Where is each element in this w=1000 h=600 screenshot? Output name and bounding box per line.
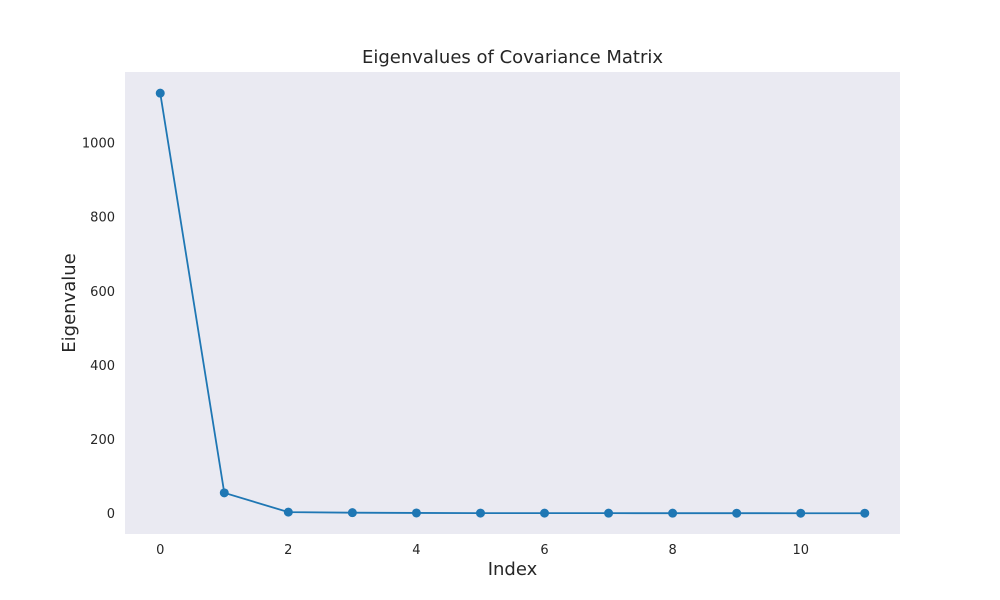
series-points (155, 88, 870, 518)
chart-title: Eigenvalues of Covariance Matrix (362, 47, 663, 68)
y-tick-label: 1000 (82, 136, 115, 151)
data-point (411, 508, 421, 518)
data-point (475, 508, 485, 518)
y-tick-label: 800 (90, 211, 115, 226)
series-line (159, 92, 865, 515)
data-point (219, 488, 229, 498)
x-tick-label: 2 (284, 543, 292, 558)
y-axis-label: Eigenvalue (59, 253, 80, 352)
data-point (668, 508, 678, 518)
y-tick-label: 600 (90, 285, 115, 300)
data-point (155, 88, 165, 98)
data-point (860, 508, 870, 518)
plot-area (125, 72, 900, 534)
x-tick-label: 0 (156, 543, 164, 558)
data-point (540, 508, 550, 518)
x-tick-label: 4 (412, 543, 420, 558)
data-point (347, 508, 357, 518)
data-point (283, 507, 293, 517)
y-tick-label: 200 (90, 433, 115, 448)
data-point (732, 508, 742, 518)
data-point (604, 508, 614, 518)
x-tick-labels: 0 2 4 6 8 10 (156, 543, 809, 558)
x-axis-label: Index (488, 559, 538, 580)
data-point (796, 508, 806, 518)
y-tick-label: 400 (90, 359, 115, 374)
y-tick-label: 0 (107, 507, 115, 522)
x-tick-label: 6 (540, 543, 548, 558)
x-tick-label: 8 (668, 543, 676, 558)
x-tick-label: 10 (792, 543, 809, 558)
y-tick-labels: 0 200 400 600 800 1000 (82, 136, 115, 522)
